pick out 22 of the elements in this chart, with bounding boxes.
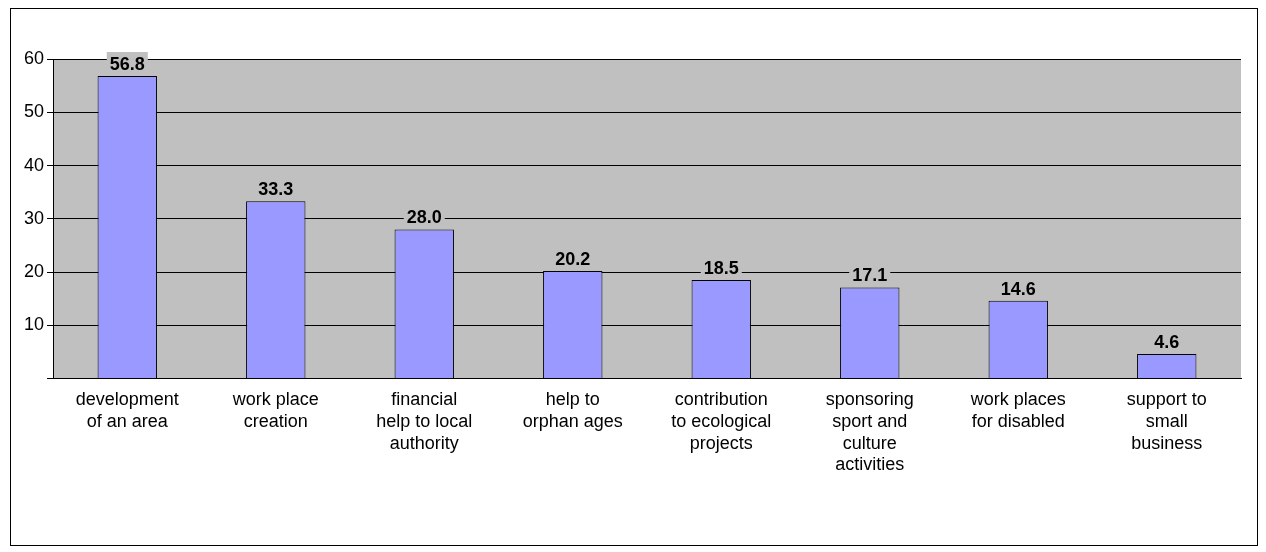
x-tick-label: financial help to local authority xyxy=(376,389,473,453)
data-label: 33.3 xyxy=(258,179,294,200)
x-tick-label: work place creation xyxy=(231,389,319,431)
data-label: 17.1 xyxy=(852,265,888,286)
x-tick-label: contribution to ecological projects xyxy=(671,389,772,453)
y-tick-label: 10 xyxy=(23,314,45,335)
data-label: 18.5 xyxy=(703,258,739,279)
data-label: 56.8 xyxy=(109,54,145,75)
y-tick-label: 60 xyxy=(23,47,45,68)
y-tick-label: 50 xyxy=(23,101,45,122)
x-tick-label: support to small business xyxy=(1126,389,1207,453)
y-tick-label: 40 xyxy=(23,154,45,175)
x-tick-label: sponsoring sport and culture activities xyxy=(825,389,914,475)
y-tick-label: 30 xyxy=(23,207,45,228)
data-label: 28.0 xyxy=(406,207,442,228)
x-tick-label: help to orphan ages xyxy=(522,389,623,431)
y-tick-label: 20 xyxy=(23,261,45,282)
data-label: 20.2 xyxy=(555,248,591,269)
data-label: 14.6 xyxy=(1000,278,1036,299)
x-tick-label: work places for disabled xyxy=(969,389,1066,431)
data-label: 4.6 xyxy=(1154,332,1180,353)
x-tick-label: development of an area xyxy=(75,389,179,431)
